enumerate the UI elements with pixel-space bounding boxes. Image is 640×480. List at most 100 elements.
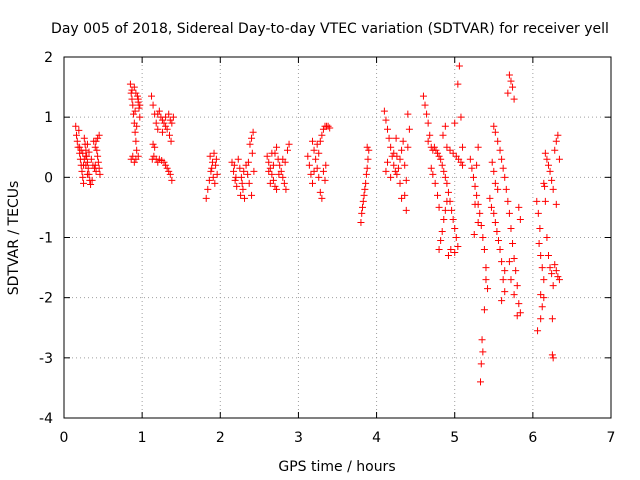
data-point <box>207 167 215 175</box>
data-point <box>405 125 413 133</box>
data-point <box>537 291 545 299</box>
data-point <box>83 158 91 166</box>
data-point <box>91 161 99 169</box>
data-point <box>93 146 101 154</box>
data-point <box>509 240 517 248</box>
data-point <box>233 182 241 190</box>
data-point <box>540 179 548 187</box>
data-point <box>541 149 549 157</box>
data-point <box>449 149 457 157</box>
data-point <box>449 215 457 223</box>
data-point <box>401 161 409 169</box>
data-point <box>285 140 293 148</box>
data-point <box>548 315 556 323</box>
data-point <box>391 167 399 175</box>
data-point <box>551 146 559 154</box>
data-point <box>451 249 459 257</box>
data-point <box>363 143 371 151</box>
data-point <box>211 179 219 187</box>
data-point <box>515 203 523 211</box>
axis-ticks <box>63 56 612 419</box>
data-point <box>131 107 139 115</box>
data-point <box>281 158 289 166</box>
data-point <box>318 131 326 139</box>
data-point <box>358 209 366 217</box>
data-point <box>315 149 323 157</box>
data-point <box>236 164 244 172</box>
data-point <box>423 110 431 118</box>
data-point <box>268 149 276 157</box>
data-point <box>154 110 162 118</box>
data-point <box>486 194 494 202</box>
y-tick-label: -2 <box>39 291 53 307</box>
data-point <box>213 170 221 178</box>
x-tick-label: 4 <box>372 430 381 446</box>
data-point <box>269 176 277 184</box>
data-point <box>443 143 451 151</box>
data-point <box>394 164 402 172</box>
data-point <box>496 146 504 154</box>
data-point <box>457 158 465 166</box>
data-point <box>80 179 88 187</box>
data-point <box>313 140 321 148</box>
data-point <box>310 167 318 175</box>
data-point <box>94 134 102 142</box>
data-point <box>280 179 288 187</box>
data-point <box>438 227 446 235</box>
data-point <box>128 95 136 103</box>
data-point <box>392 134 400 142</box>
data-point <box>430 143 438 151</box>
data-point <box>473 191 481 199</box>
data-point <box>82 152 90 160</box>
data-point <box>404 110 412 118</box>
data-point <box>552 137 560 145</box>
data-point <box>396 179 404 187</box>
data-point <box>162 161 170 169</box>
data-point <box>491 218 499 226</box>
data-point <box>537 315 545 323</box>
data-point <box>552 200 560 208</box>
data-point <box>205 176 213 184</box>
data-point <box>446 146 454 154</box>
data-point <box>92 137 100 145</box>
data-point <box>459 161 467 169</box>
data-point <box>424 119 432 127</box>
data-point <box>437 237 445 245</box>
data-point <box>494 185 502 193</box>
data-point <box>166 116 174 124</box>
data-point <box>447 246 455 254</box>
data-point <box>80 161 88 169</box>
data-point <box>149 101 157 109</box>
tick-labels: 0 1 2 3 4 5 6 7 -4 -3 -2 -1 0 1 2 <box>39 50 615 446</box>
data-point <box>544 252 552 260</box>
data-point <box>548 270 556 278</box>
data-point <box>421 101 429 109</box>
data-point <box>459 143 467 151</box>
data-point <box>87 181 95 189</box>
data-point <box>438 161 446 169</box>
data-point <box>315 173 323 181</box>
data-point <box>208 164 216 172</box>
data-point <box>129 101 137 109</box>
data-point <box>448 206 456 214</box>
data-point <box>126 80 134 88</box>
data-point <box>496 246 504 254</box>
data-point <box>380 107 388 115</box>
data-point <box>244 170 252 178</box>
data-point <box>76 143 84 151</box>
data-point <box>94 152 102 160</box>
data-point <box>509 83 517 91</box>
data-point <box>541 197 549 205</box>
data-point <box>541 182 549 190</box>
data-point <box>393 170 401 178</box>
data-point <box>419 92 427 100</box>
data-point <box>165 110 173 118</box>
data-point <box>455 62 463 70</box>
data-point <box>390 149 398 157</box>
data-point <box>507 224 515 232</box>
data-point <box>163 125 171 133</box>
data-point <box>168 176 176 184</box>
data-point <box>250 167 258 175</box>
data-point <box>434 191 442 199</box>
